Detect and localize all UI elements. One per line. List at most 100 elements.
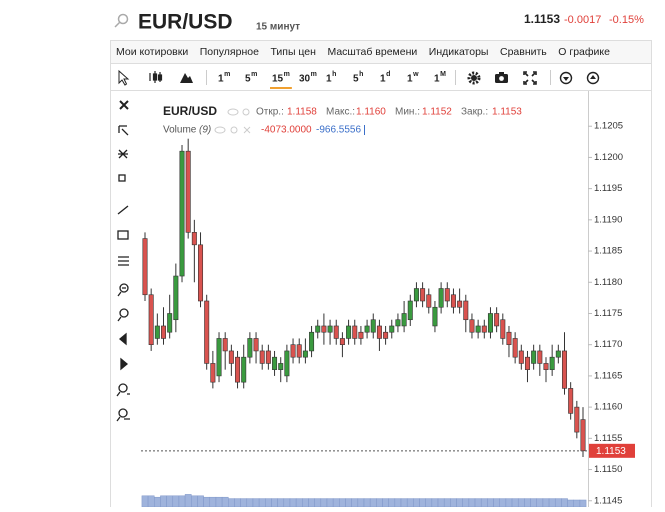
- timeframe-button[interactable]: 15 m: [270, 71, 292, 89]
- drawing-tools: [116, 100, 130, 422]
- candle-body: [235, 356, 241, 383]
- volume-bar: [154, 496, 161, 508]
- volume-bar: [554, 498, 562, 508]
- timeframe-number: 15: [272, 74, 284, 85]
- volume-bar: [524, 498, 531, 508]
- candle-body: [290, 344, 296, 358]
- timeframe-unit: M: [440, 71, 446, 78]
- volume-bar: [505, 498, 513, 508]
- menu-item[interactable]: Популярное: [200, 46, 259, 58]
- fullscreen-icon[interactable]: [523, 71, 537, 85]
- volume-bar: [376, 498, 383, 508]
- volume-controls[interactable]: [214, 126, 251, 134]
- candles-type[interactable]: [149, 71, 163, 83]
- candle-body: [450, 294, 456, 308]
- candle-body: [524, 356, 530, 370]
- zoom-reset[interactable]: [116, 383, 130, 397]
- candle-body: [265, 350, 271, 364]
- volume-bar: [468, 498, 476, 508]
- volume-bar: [283, 498, 291, 508]
- volume-bar: [258, 498, 266, 508]
- zoom-in[interactable]: [117, 283, 129, 297]
- candle-body: [413, 288, 419, 302]
- upload-icon[interactable]: [586, 71, 600, 85]
- y-tick-label: 1.1195: [594, 183, 622, 194]
- search-icon[interactable]: [114, 13, 129, 28]
- menu-item[interactable]: Индикаторы: [429, 46, 489, 58]
- candle-body: [543, 363, 549, 370]
- y-tick-label: 1.1190: [594, 214, 622, 225]
- volume-bar: [314, 498, 322, 508]
- area-type[interactable]: [180, 73, 193, 83]
- scroll-left[interactable]: [118, 332, 127, 346]
- download-icon[interactable]: [559, 71, 573, 85]
- price-change: -0.0017: [564, 14, 601, 26]
- settings-icon[interactable]: [467, 71, 481, 85]
- volume-bar: [480, 498, 488, 508]
- volume-bar: [228, 498, 235, 508]
- candle-body: [358, 331, 364, 339]
- candle-body: [561, 350, 567, 389]
- magnet-tool[interactable]: [116, 408, 130, 422]
- candle-body: [284, 350, 290, 377]
- remove-tool[interactable]: [119, 100, 129, 110]
- menu-item[interactable]: Типы цен: [270, 46, 316, 58]
- scroll-right[interactable]: [120, 357, 129, 371]
- zoom-out[interactable]: [117, 308, 129, 322]
- candle-body: [506, 331, 512, 345]
- volume-ma: -966.5556: [316, 125, 361, 136]
- candle-body: [389, 325, 395, 333]
- rect-tool[interactable]: [117, 230, 129, 240]
- y-tick-label: 1.1160: [594, 402, 622, 413]
- candle-body: [512, 338, 518, 358]
- volume-bar: [221, 496, 229, 508]
- candle-body: [469, 319, 475, 333]
- remove-drawings[interactable]: [118, 149, 128, 159]
- legend-controls[interactable]: [227, 108, 250, 116]
- camera-icon[interactable]: [495, 72, 508, 83]
- current-price-label: 1.1153: [596, 446, 626, 457]
- timeframe-number: 1: [407, 74, 413, 85]
- candle-body: [272, 356, 278, 370]
- volume-bar: [573, 499, 581, 508]
- timeframe-number: 5: [353, 74, 359, 85]
- timeframe-button[interactable]: 30 m: [299, 71, 317, 85]
- candle-body: [370, 319, 376, 333]
- volume-bar: [184, 494, 192, 508]
- menu-item[interactable]: Мои котировки: [116, 46, 188, 58]
- fib-tool[interactable]: [118, 256, 129, 266]
- candle-body: [481, 325, 487, 333]
- volume-label: Volume: [163, 125, 197, 136]
- copy-tool[interactable]: [118, 174, 126, 182]
- candle-body: [259, 350, 265, 364]
- line-tool[interactable]: [117, 205, 129, 215]
- menu-item[interactable]: О графике: [558, 46, 610, 58]
- cursor-tool[interactable]: [118, 69, 130, 86]
- menu-item[interactable]: Сравнить: [500, 46, 547, 58]
- volume-bar: [203, 496, 211, 508]
- volume-bar: [326, 498, 334, 508]
- volume-bar: [431, 498, 439, 508]
- timeframe-number: 30: [299, 74, 311, 85]
- candle-body: [383, 331, 389, 339]
- chart-legend: EUR/USD Откр.: 1.1158 Макс.: 1.1160 Мин.…: [163, 104, 522, 135]
- y-tick-label: 1.1150: [594, 464, 622, 475]
- volume-bar: [295, 498, 303, 508]
- volume-bar: [511, 498, 519, 508]
- candle-body: [247, 338, 253, 358]
- candle-body: [580, 419, 586, 452]
- volume-bar: [425, 498, 433, 508]
- candle-body: [475, 325, 481, 333]
- menu-item[interactable]: Масштаб времени: [327, 46, 417, 58]
- candle-body: [339, 338, 345, 345]
- timeframe-unit: h: [359, 71, 363, 78]
- select-tool[interactable]: [118, 125, 129, 136]
